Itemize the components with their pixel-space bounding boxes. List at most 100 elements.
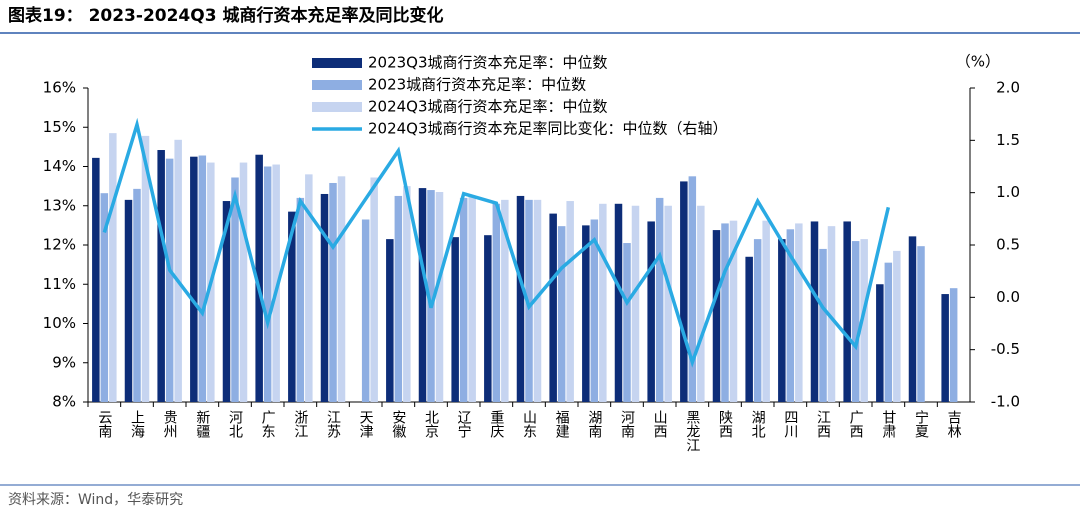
bar (468, 195, 476, 402)
y2-tick-label: 0.0 (996, 288, 1020, 306)
y2-unit: （%） (956, 53, 1000, 71)
bar (361, 219, 370, 402)
bar (239, 162, 248, 402)
legend-label: 2024Q3城商行资本充足率：中位数 (368, 98, 608, 116)
legend-label: 2023城商行资本充足率：中位数 (368, 76, 586, 94)
legend-label: 2024Q3城商行资本充足率同比变化：中位数（右轴） (368, 120, 728, 138)
y-tick-label: 10% (43, 314, 76, 332)
bar (647, 221, 655, 402)
bar (949, 288, 958, 402)
x-tick-label: 广西 (848, 410, 864, 438)
bar (851, 241, 860, 402)
x-tick-label: 江苏 (325, 410, 341, 439)
bar (501, 199, 509, 402)
bar (680, 181, 688, 402)
x-tick-label: 山东 (521, 410, 537, 438)
bar (124, 199, 133, 402)
bar (762, 220, 770, 402)
bar (418, 188, 427, 402)
bar (827, 226, 836, 402)
bar (329, 182, 337, 402)
bar (198, 155, 207, 402)
y-tick-label: 8% (52, 393, 76, 411)
bar (778, 239, 786, 402)
x-tick-label: 黑龙江 (684, 410, 700, 452)
y-tick-label: 15% (43, 118, 76, 136)
x-tick-label: 河南 (619, 410, 635, 438)
x-tick-label: 安徽 (390, 410, 406, 438)
y-tick-label: 13% (43, 196, 76, 214)
x-tick-label: 河北 (227, 410, 243, 439)
bar (459, 197, 468, 402)
bar (141, 135, 150, 402)
y-tick-label: 16% (43, 79, 76, 97)
bar (623, 243, 631, 402)
bar (516, 195, 525, 402)
bar (222, 201, 231, 402)
bar (753, 239, 762, 402)
bar (533, 199, 542, 402)
x-tick-label: 宁夏 (913, 409, 929, 438)
bar (403, 186, 411, 402)
bar (394, 195, 403, 402)
y-tick-label: 11% (43, 275, 76, 293)
bar (451, 237, 459, 402)
bar (272, 164, 280, 402)
bar (337, 176, 346, 402)
bar (843, 221, 851, 402)
x-tick-label: 吉林 (946, 410, 962, 438)
x-tick-label: 浙江 (292, 410, 308, 438)
bar (566, 201, 574, 402)
chart-title: 图表19： 2023-2024Q3 城商行资本充足率及同比变化 (8, 5, 443, 26)
bar (427, 190, 435, 402)
legend-swatch (312, 102, 362, 112)
x-tick-label: 重庆 (488, 410, 504, 438)
legend-swatch (312, 58, 362, 68)
x-tick-label: 湖北 (750, 410, 766, 439)
bar (860, 239, 868, 402)
y-tick-label: 9% (52, 353, 76, 371)
x-tick-label: 福建 (554, 410, 570, 439)
bar (525, 199, 533, 402)
y2-tick-label: -0.5 (991, 340, 1020, 358)
bar (305, 174, 313, 402)
legend-label: 2023Q3城商行资本充足率：中位数 (368, 54, 608, 72)
bar (876, 284, 884, 402)
x-tick-label: 湖南 (586, 410, 602, 438)
x-tick-label: 广东 (260, 410, 276, 438)
x-tick-label: 陕西 (717, 410, 733, 438)
bar (157, 150, 165, 402)
x-tick-label: 北京 (423, 410, 439, 438)
line-series (102, 117, 891, 368)
x-tick-label: 上海 (129, 410, 145, 438)
bar (165, 158, 174, 402)
bar (92, 157, 100, 402)
bar (484, 235, 492, 402)
bar (664, 205, 672, 402)
bar (786, 229, 795, 402)
y2-tick-label: 1.5 (996, 131, 1020, 149)
bar (386, 239, 394, 402)
bar (697, 205, 705, 402)
bar (288, 211, 296, 402)
bar (263, 166, 272, 402)
bar (631, 205, 640, 402)
bar (893, 250, 901, 402)
bar (320, 193, 329, 402)
bar (557, 226, 566, 402)
bar (590, 219, 599, 402)
x-tick-label: 四川 (782, 410, 798, 438)
bar (688, 176, 697, 402)
bar (819, 248, 827, 402)
bar (133, 188, 141, 402)
x-tick-label: 贵州 (162, 410, 178, 438)
bar (370, 177, 378, 402)
y2-tick-label: -1.0 (991, 393, 1020, 411)
bar (231, 177, 239, 402)
bar (941, 294, 949, 402)
bar (745, 256, 753, 402)
bar (729, 220, 738, 402)
bar (712, 230, 721, 402)
bar (255, 154, 263, 402)
source: 资料来源：Wind，华泰研究 (8, 492, 183, 508)
